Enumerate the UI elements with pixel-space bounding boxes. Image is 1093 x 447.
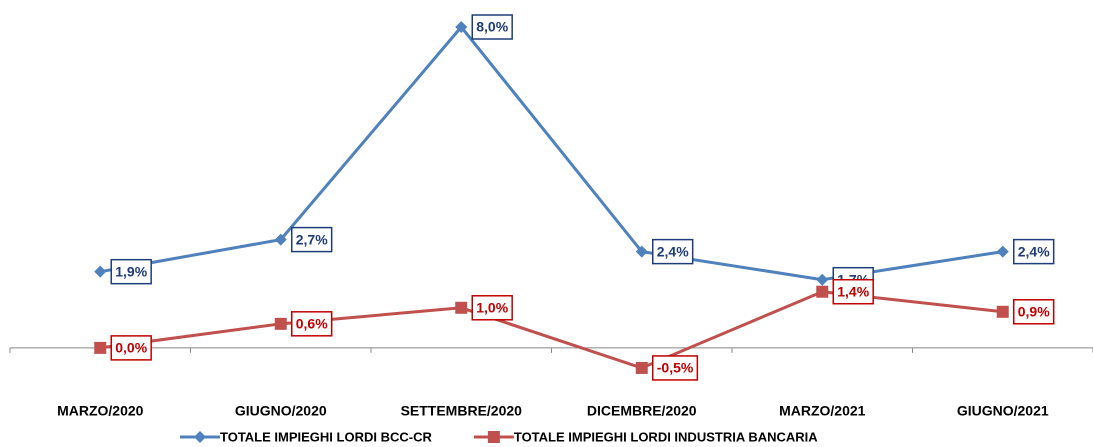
data-point (455, 21, 468, 33)
x-tick-label: SETTEMBRE/2020 (401, 403, 523, 419)
data-label: 1,0% (471, 295, 513, 321)
data-point (635, 361, 648, 374)
data-label: 1,4% (832, 278, 874, 305)
data-label: 2,4% (652, 238, 694, 265)
data-label-box (832, 278, 874, 305)
data-point (274, 317, 287, 330)
data-point (94, 341, 107, 354)
data-label-box (110, 258, 152, 285)
series-line (99, 24, 1003, 282)
data-point (816, 285, 829, 298)
x-tick-label: GIUGNO/2021 (957, 403, 1049, 419)
data-label-box (471, 295, 513, 321)
data-label-box (1013, 299, 1055, 325)
data-label: 2,7% (291, 226, 333, 253)
data-label: 0,0% (110, 335, 152, 361)
data-point (996, 305, 1009, 318)
data-label: 0,9% (1013, 299, 1055, 325)
data-label: 0,6% (291, 311, 333, 337)
data-point (635, 245, 648, 258)
data-label-text: -0,5% (657, 360, 694, 376)
data-point (816, 273, 829, 286)
data-label-text: 1,4% (837, 283, 869, 299)
data-label: 2,4% (1013, 238, 1055, 265)
data-point (274, 233, 287, 246)
data-label-box (291, 311, 333, 337)
data-label: -0,5% (652, 355, 699, 381)
legend-marker (194, 431, 206, 443)
data-label-text: 8,0% (476, 19, 508, 35)
legend-marker (487, 431, 500, 443)
data-point (94, 265, 107, 278)
data-point (996, 245, 1009, 258)
data-label-text: 2,7% (296, 231, 328, 247)
legend-label: TOTALE IMPIEGHI LORDI BCC-CR (220, 429, 432, 444)
data-label: 8,0% (471, 14, 513, 40)
data-label-box (652, 238, 694, 265)
data-label: 1,9% (110, 258, 152, 285)
legend-label: TOTALE IMPIEGHI LORDI INDUSTRIA BANCARIA (514, 429, 818, 444)
x-tick-label: DICEMBRE/2020 (587, 403, 697, 419)
x-tick-label: MARZO/2021 (779, 403, 866, 419)
data-label-box (652, 355, 699, 381)
data-label-box (110, 335, 152, 361)
data-label-text: 0,9% (1018, 303, 1050, 319)
data-label-box (291, 226, 333, 253)
data-point (455, 301, 468, 314)
data-label-text: 0,0% (115, 340, 147, 356)
data-label-text: 1,9% (115, 263, 147, 279)
x-tick-label: GIUGNO/2020 (235, 403, 327, 419)
data-label-text: 2,4% (657, 243, 689, 259)
data-label-text: 1,0% (476, 299, 508, 315)
x-tick-label: MARZO/2020 (57, 403, 144, 419)
data-label-box (1013, 238, 1055, 265)
data-label-text: 2,4% (1018, 243, 1050, 259)
data-label-text: 0,6% (296, 316, 328, 332)
data-label-box (471, 14, 513, 40)
